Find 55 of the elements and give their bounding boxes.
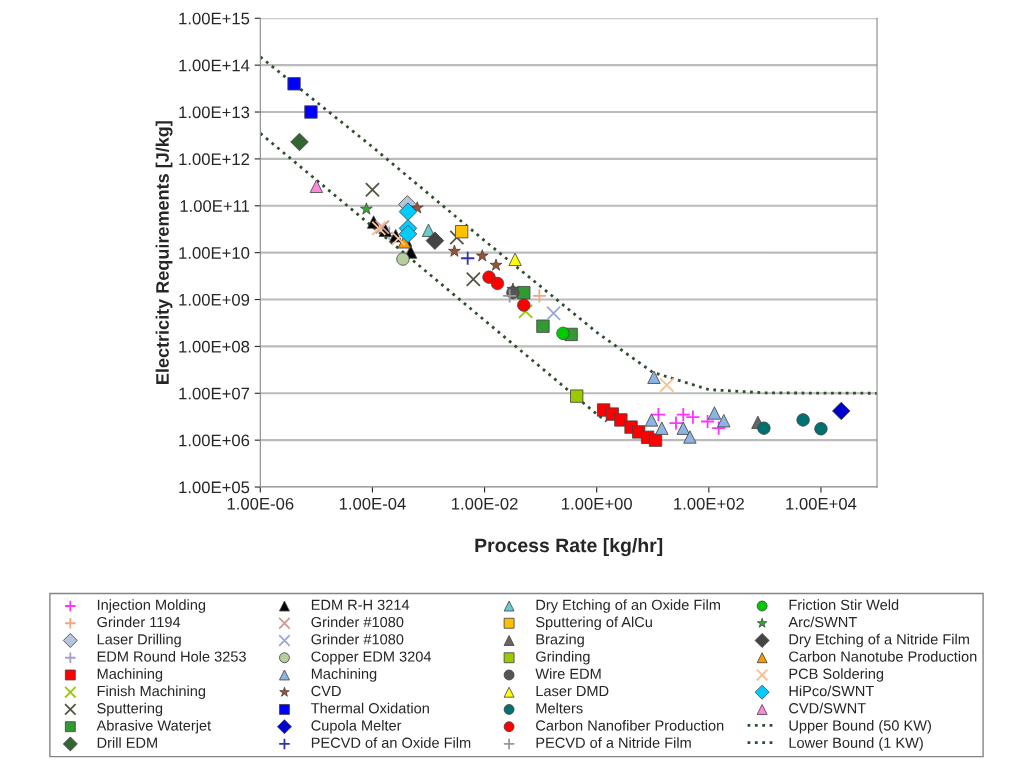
x-tick-label: 1.00E-02 [452,497,518,510]
y-tick-label: 1.00E+11 [180,200,250,212]
x-tick-label: 1.00E-04 [339,497,406,510]
legend-label: Abrasive Waterjet [96,719,212,734]
y-tick-label: 1.00E+14 [179,59,250,72]
legend-label: CVD/SWNT [789,702,866,714]
legend-label: Grinding [536,651,590,665]
legend-label: Grinder 1194 [97,616,181,628]
x-tick-label: 1.00E+02 [674,497,744,510]
legend-label: Dry Etching of a Nitride Film [789,633,969,648]
y-tick-label: 1.00E+09 [179,293,250,306]
legend-label: Grinder #1080 [311,616,404,628]
legend-label: Thermal Oxidation [311,702,429,714]
legend-label: Brazing [536,633,584,648]
legend-label: CVD [311,685,341,697]
y-tick-label: 1.00E+05 [179,481,250,494]
legend-label: Sputtering [97,702,163,717]
legend-label: Wire EDM [535,668,601,679]
legend-label: Lower Bound (1 KW) [789,737,923,751]
legend-label: HiPco/SWNT [789,685,874,697]
legend-label: Laser Drilling [97,633,181,648]
legend-label: Laser DMD [536,686,609,697]
legend-label: Melters [536,702,583,714]
y-tick-label: 1.00E+12 [179,153,250,166]
legend-label: PECVD of a Nitride Film [536,737,691,748]
x-tick-label: 1.00E-06 [227,497,294,510]
legend-label: Grinder #1080 [311,633,404,645]
legend-label: EDM Round Hole 3253 [97,651,246,662]
legend-label: Carbon Nanotube Production [789,651,977,662]
y-tick-label: 1.00E+13 [179,106,250,119]
y-axis-title: Electricity Requirements [J/kg] [155,121,173,384]
legend-label: PCB Soldering [789,668,884,682]
x-axis-title: Process Rate [kg/hr] [475,537,663,557]
legend-label: Carbon Nanofiber Production [536,719,724,731]
y-tick-label: 1.00E+10 [179,247,250,259]
legend-label: Copper EDM 3204 [311,651,432,665]
x-tick-label: 1.00E+04 [786,497,857,510]
legend-label: Arc/SWNT [788,616,857,628]
legend-label: Machining [97,668,163,682]
x-tick-label: 1.00E+00 [562,497,632,510]
legend-label: Machining [311,668,377,682]
y-tick-label: 1.00E+15 [179,12,250,25]
legend-label: Cupola Melter [311,719,402,734]
legend-label: EDM R-H 3214 [311,599,410,610]
y-tick-label: 1.00E+06 [179,434,250,447]
y-tick-label: 1.00E+07 [179,387,250,400]
legend-label: Injection Molding [97,599,206,613]
legend-label: Dry Etching of an Oxide Film [536,599,720,613]
y-tick-label: 1.00E+08 [179,340,250,353]
legend-label: Finish Machining [97,685,206,700]
legend-label: Upper Bound (50 KW) [789,719,931,734]
legend-label: Drill EDM [97,737,157,748]
legend-label: Sputtering of AlCu [536,616,652,631]
legend-label: Friction Stir Weld [789,599,899,610]
legend-label: PECVD of an Oxide Film [311,737,471,748]
